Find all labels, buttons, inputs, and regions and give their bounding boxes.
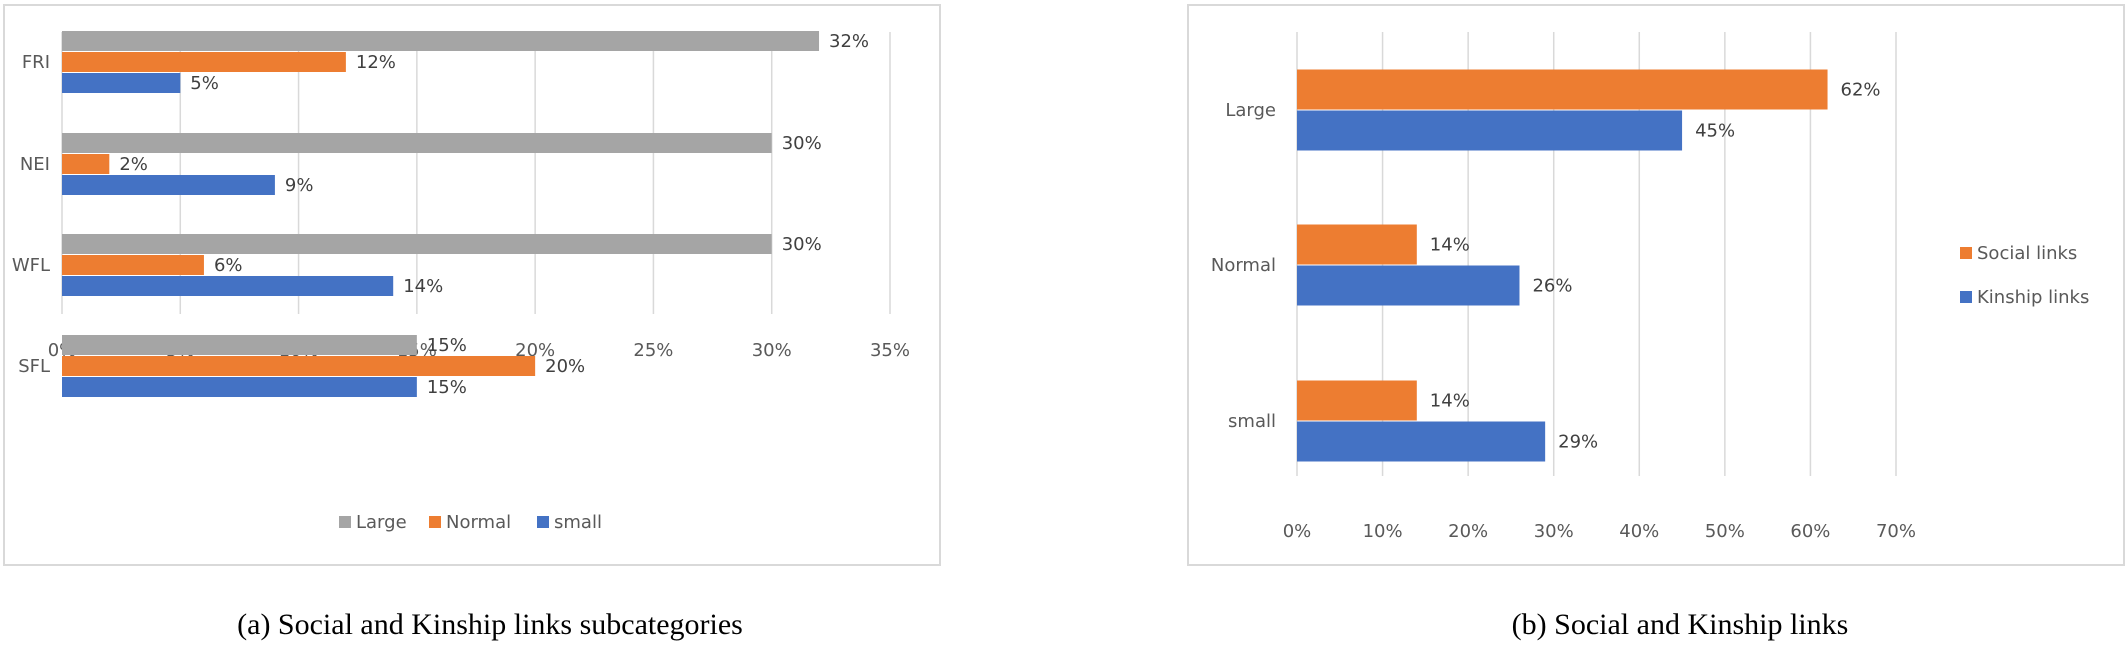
bar-social-links-large: [1297, 69, 1828, 110]
x-tick-label: 40%: [1619, 521, 1659, 542]
x-tick-label: 10%: [1363, 521, 1403, 542]
bar-social-links-normal: [1297, 224, 1417, 265]
bar-large-nei: [62, 133, 772, 153]
links-bar-chart: 0% 10% 20% 30% 40% 50% 60% 70% Large 62% 45% Normal…: [1211, 32, 2089, 542]
category-label: small: [1228, 411, 1276, 432]
data-label: 12%: [356, 52, 396, 73]
bar-small-fri: [62, 73, 181, 93]
x-tick-label: 25%: [633, 340, 673, 361]
data-label: 14%: [1430, 235, 1470, 256]
legend-swatch-normal: [429, 516, 441, 528]
legend-label-kinship-links: Kinship links: [1977, 287, 2089, 308]
category-label: Normal: [1211, 255, 1276, 276]
bar-large-wfl: [62, 234, 772, 254]
legend-swatch-large: [339, 516, 351, 528]
data-label: 30%: [782, 133, 822, 154]
x-tick-label: 20%: [515, 340, 555, 361]
legend-label-normal: Normal: [446, 512, 511, 533]
bar-normal-nei: [62, 154, 110, 174]
bar-kinship-links-normal: [1297, 265, 1520, 306]
bar-normal-sfl: [62, 356, 536, 376]
data-label: 5%: [190, 73, 219, 94]
bar-kinship-links-large: [1297, 110, 1683, 151]
bar-large-fri: [62, 31, 820, 51]
x-tick-label: 0%: [1283, 521, 1312, 542]
chart-panel-subcategories: 0%5%10%15%20%25%30%35%FRI32%12%5%NEI30%2…: [3, 4, 941, 566]
x-tick-label: 30%: [752, 340, 792, 361]
bar-large-sfl: [62, 335, 417, 355]
legend-swatch-small: [537, 516, 549, 528]
bar-normal-fri: [62, 52, 346, 72]
bar-kinship-links-small: [1297, 421, 1546, 462]
x-tick-label: 60%: [1790, 521, 1830, 542]
data-label: 26%: [1532, 276, 1572, 297]
x-tick-label: 70%: [1876, 521, 1916, 542]
subcategories-bar-chart: 0%5%10%15%20%25%30%35%FRI32%12%5%NEI30%2…: [12, 31, 910, 533]
x-tick-label: 50%: [1705, 521, 1745, 542]
bar-normal-wfl: [62, 255, 204, 275]
data-label: 32%: [829, 31, 869, 52]
data-label: 29%: [1558, 432, 1598, 453]
chart-panel-links: 0% 10% 20% 30% 40% 50% 60% 70% Large 62% 45% Normal…: [1187, 4, 2125, 566]
bar-small-sfl: [62, 377, 417, 397]
category-label: SFL: [18, 356, 50, 377]
data-label: 14%: [403, 276, 443, 297]
data-label: 2%: [119, 154, 148, 175]
x-tick-label: 20%: [1448, 521, 1488, 542]
legend-swatch-social-links: [1960, 247, 1972, 259]
data-label: 45%: [1695, 121, 1735, 142]
data-label: 30%: [782, 234, 822, 255]
bar-social-links-small: [1297, 380, 1417, 421]
data-label: 20%: [545, 356, 585, 377]
bar-small-nei: [62, 175, 275, 195]
legend-label-small: small: [554, 512, 602, 533]
x-tick-label: 35%: [870, 340, 910, 361]
data-label: 62%: [1841, 80, 1881, 101]
legend-label-social-links: Social links: [1977, 243, 2077, 264]
data-label: 15%: [427, 377, 467, 398]
data-label: 9%: [285, 175, 314, 196]
legend-label-large: Large: [356, 512, 407, 533]
caption-b: (b) Social and Kinship links: [1511, 608, 1849, 641]
x-tick-label: 30%: [1534, 521, 1574, 542]
category-label: NEI: [20, 154, 50, 175]
category-label: Large: [1225, 100, 1276, 121]
data-label: 14%: [1430, 391, 1470, 412]
data-label: 15%: [427, 335, 467, 356]
bar-small-wfl: [62, 276, 394, 296]
category-label: FRI: [22, 52, 50, 73]
data-label: 6%: [214, 255, 243, 276]
caption-a: (a) Social and Kinship links subcategori…: [237, 608, 743, 641]
category-label: WFL: [12, 255, 50, 276]
legend-swatch-kinship-links: [1960, 291, 1972, 303]
